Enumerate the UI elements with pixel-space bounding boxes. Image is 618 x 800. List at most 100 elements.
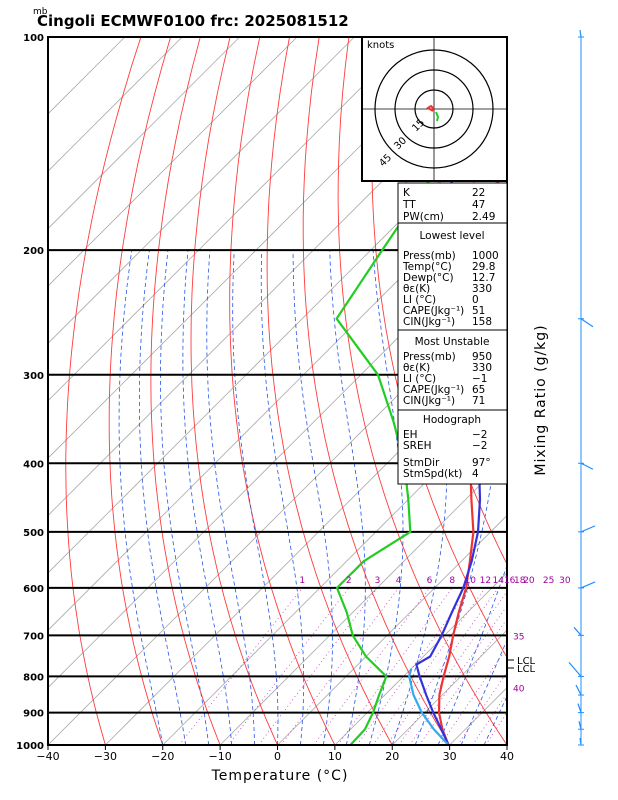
- pressure-tick-label: 600: [23, 584, 44, 595]
- hodograph-trace-red: [426, 104, 435, 112]
- mixing-ratio-line: [409, 605, 507, 745]
- chart-title: Cingoli ECMWF0100 frc: 2025081512: [37, 12, 349, 30]
- temperature-tick-label: 20: [385, 750, 399, 763]
- ll-row-label: CIN(Jkg⁻¹): [403, 316, 455, 328]
- pressure-tick-label: 400: [23, 459, 44, 470]
- mixing-ratio-label: 12: [480, 576, 491, 586]
- isotherm: [48, 170, 507, 631]
- mu-row-value: 71: [472, 395, 485, 407]
- mixing-ratio-label: 6: [427, 576, 433, 586]
- hd-row-label: SREH: [403, 440, 432, 452]
- pressure-tick-label: 700: [23, 631, 44, 642]
- ll-row-value: 0: [472, 294, 479, 306]
- k-value: 22: [472, 187, 485, 199]
- most-unstable-header: Most Unstable: [415, 336, 490, 348]
- dry-adiabat: [371, 37, 507, 659]
- tt-value: 47: [472, 199, 485, 211]
- pressure-tick-label: 800: [23, 672, 44, 683]
- isotherm: [48, 37, 413, 402]
- dry-adiabat: [302, 37, 450, 745]
- isotherm: [48, 37, 183, 172]
- pressure-tick-label: 1000: [16, 741, 44, 752]
- pressure-tick-label: 200: [23, 246, 44, 257]
- ll-row-label: Dewp(°C): [403, 272, 454, 284]
- moist-adiabat: [329, 250, 366, 745]
- x-axis-label: Temperature (°C): [211, 768, 349, 784]
- mixing-ratio-line: [398, 590, 507, 745]
- wind-barb: [579, 29, 582, 38]
- mixing-ratio-label: 40: [513, 685, 525, 695]
- mu-row-value: 330: [472, 362, 492, 374]
- mixing-ratio-label: 16: [504, 576, 516, 586]
- ll-row-label: Press(mb): [403, 250, 456, 262]
- temperature-tick-label: −20: [151, 750, 174, 763]
- ll-row-value: 330: [472, 283, 492, 295]
- mu-row-value: 950: [472, 351, 492, 363]
- wind-barb: [580, 525, 596, 533]
- hodograph-trace-green: [435, 111, 440, 122]
- y2-axis-label: Mixing Ratio (g/kg): [533, 324, 549, 475]
- hd-row-value: −2: [472, 440, 487, 452]
- moist-adiabat: [139, 250, 187, 745]
- mu-row-value: 65: [472, 384, 485, 396]
- mixing-ratio-label: 2: [346, 576, 352, 586]
- moist-adiabat: [160, 250, 210, 745]
- dry-adiabat: [587, 37, 618, 745]
- hd-row-value: 4: [472, 468, 479, 480]
- temperature-tick-label: −30: [94, 750, 117, 763]
- lcl-markers: LCL LCL: [507, 656, 536, 675]
- isotherm: [219, 457, 507, 745]
- isotherm: [162, 400, 507, 745]
- wind-barb-column: [568, 29, 596, 746]
- mixing-ratio-label: 10: [465, 576, 477, 586]
- mixing-ratio-label: 4: [396, 576, 402, 586]
- moist-adiabat: [368, 250, 404, 745]
- dry-adiabat: [190, 37, 278, 745]
- temperature-tick-label: 0: [274, 750, 281, 763]
- ll-row-value: 51: [472, 305, 485, 317]
- tt-label: TT: [402, 199, 416, 211]
- pressure-ticks: 100 200 300 400 500 600 700 800 900 1000: [16, 33, 44, 752]
- ll-row-value: 158: [472, 316, 492, 328]
- wind-barb: [573, 626, 582, 636]
- wind-barb: [580, 581, 596, 589]
- temperature-ticks: −40 −30 −20 −10 0 10 20 30 40: [36, 745, 514, 763]
- mixing-ratio-label: 35: [513, 632, 524, 642]
- wind-barb: [579, 737, 582, 746]
- mixing-ratio-label: 20: [523, 576, 535, 586]
- pw-label: PW(cm): [403, 211, 444, 223]
- hd-row-value: −2: [472, 429, 487, 441]
- mixing-ratio-label: 8: [449, 576, 455, 586]
- hd-row-label: StmDir: [403, 457, 440, 469]
- moist-adiabat: [206, 250, 255, 745]
- isotherm: [48, 37, 355, 344]
- mixing-ratio-line: [258, 587, 378, 745]
- profile-line: [408, 668, 450, 745]
- mixing-ratio-line: [386, 587, 499, 745]
- wind-barb: [580, 318, 594, 328]
- hodograph-units: knots: [367, 40, 394, 51]
- hodograph-header: Hodograph: [423, 414, 481, 426]
- mixing-ratio-label: 3: [375, 576, 381, 586]
- pressure-tick-label: 500: [23, 528, 44, 539]
- pressure-unit: mb: [33, 7, 48, 17]
- mixing-ratio-label: 18: [514, 576, 526, 586]
- dry-adiabat: [557, 37, 618, 745]
- profile-line: [335, 63, 507, 745]
- hd-row-value: 97°: [472, 457, 491, 469]
- mixing-ratio-label: 30: [559, 576, 571, 586]
- pressure-tick-label: 100: [23, 33, 44, 44]
- dry-adiabat: [108, 37, 172, 745]
- wind-barb: [580, 462, 594, 470]
- temperature-tick-label: 40: [500, 750, 514, 763]
- ll-row-label: CAPE(Jkg⁻¹): [403, 305, 464, 317]
- temperature-tick-label: 10: [328, 750, 342, 763]
- isotherm: [564, 37, 618, 745]
- wind-barb: [577, 703, 582, 713]
- pressure-tick-label: 300: [23, 371, 44, 382]
- mu-row-label: θε(K): [403, 362, 430, 374]
- wind-barb: [575, 684, 582, 696]
- mu-row-label: CAPE(Jkg⁻¹): [403, 384, 464, 396]
- mixing-ratio-label: 25: [543, 576, 554, 586]
